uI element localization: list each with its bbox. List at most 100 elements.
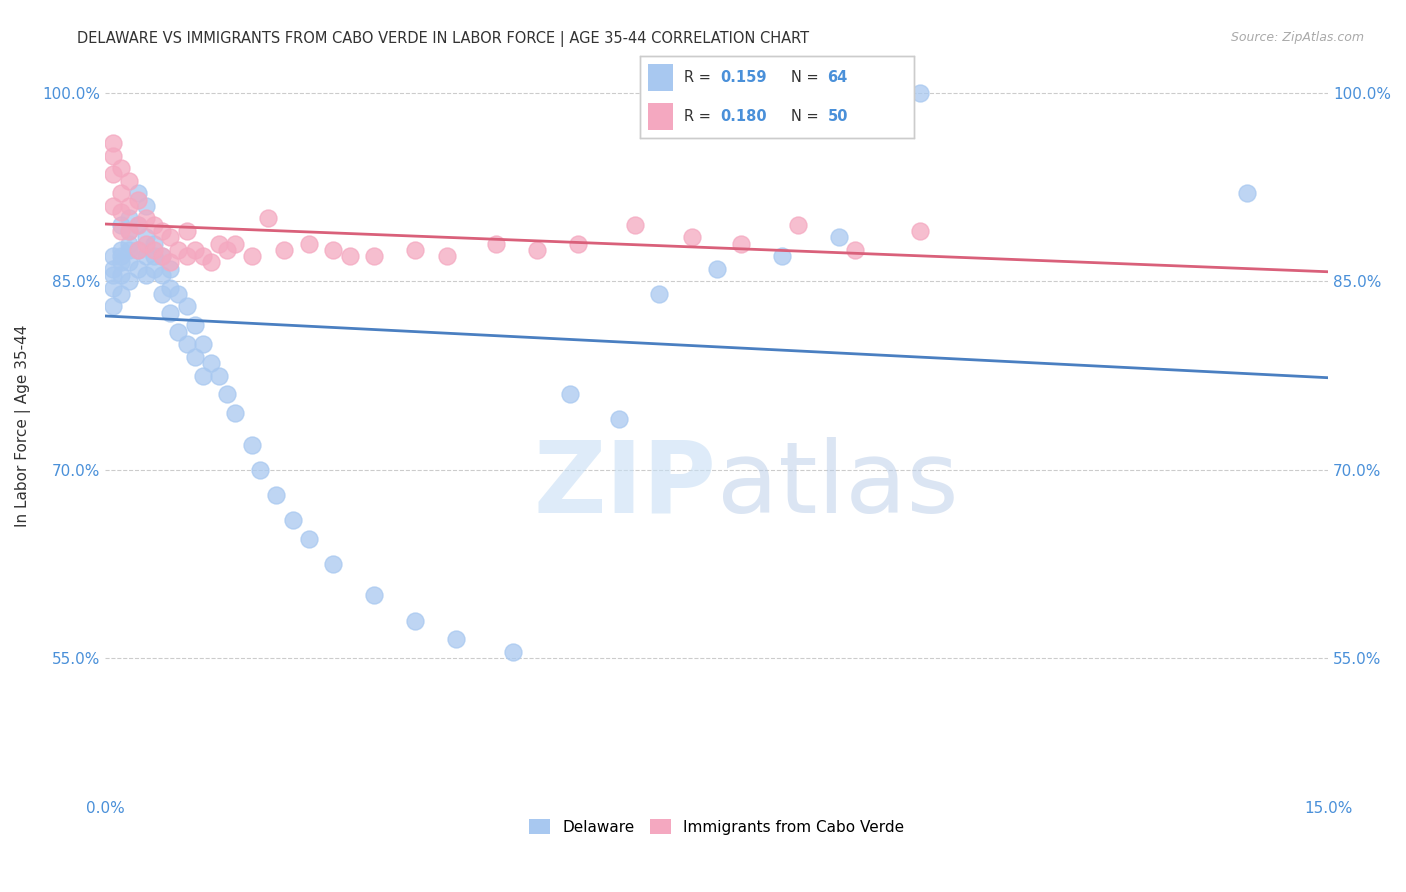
Point [110, 268, 132, 282]
Point [118, 211, 141, 226]
Point [567, 236, 589, 251]
Point [101, 261, 124, 276]
Text: atlas: atlas [717, 436, 957, 533]
Point [135, 249, 157, 263]
Point [101, 199, 124, 213]
Point [404, 243, 426, 257]
Point [150, 249, 173, 263]
Point [127, 243, 149, 257]
Point [135, 230, 157, 244]
Point [217, 243, 239, 257]
Point [135, 236, 157, 251]
Point [183, 350, 205, 364]
Point [910, 86, 932, 100]
Point [118, 255, 141, 269]
Text: N =: N = [790, 70, 823, 85]
Point [142, 261, 165, 276]
Point [135, 211, 157, 226]
Point [339, 249, 361, 263]
Point [110, 243, 132, 257]
Point [183, 243, 205, 257]
Point [159, 230, 181, 244]
Point [167, 286, 190, 301]
Point [249, 463, 271, 477]
Point [110, 249, 132, 263]
Point [706, 261, 728, 276]
Point [208, 368, 231, 383]
Point [200, 356, 222, 370]
Point [118, 174, 141, 188]
Bar [648, 64, 672, 92]
Point [224, 236, 246, 251]
Point [191, 368, 214, 383]
Point [118, 243, 141, 257]
Point [363, 249, 385, 263]
Text: R =: R = [683, 109, 716, 124]
Point [770, 249, 793, 263]
Point [436, 249, 458, 263]
Point [240, 437, 263, 451]
Point [322, 243, 344, 257]
Text: ZIP: ZIP [534, 436, 717, 533]
Point [110, 286, 132, 301]
Point [787, 218, 810, 232]
Point [298, 236, 321, 251]
Point [200, 255, 222, 269]
Point [127, 218, 149, 232]
Point [257, 211, 280, 226]
Point [127, 186, 149, 201]
Point [101, 280, 124, 294]
Point [176, 300, 198, 314]
Point [208, 236, 231, 251]
Point [110, 218, 132, 232]
Point [191, 249, 214, 263]
Point [150, 286, 173, 301]
Point [191, 337, 214, 351]
Point [224, 406, 246, 420]
Point [101, 249, 124, 263]
Point [444, 632, 467, 647]
Text: 50: 50 [828, 109, 848, 124]
Point [1236, 186, 1258, 201]
Point [264, 488, 287, 502]
Point [150, 268, 173, 282]
Point [127, 243, 149, 257]
Point [404, 614, 426, 628]
Point [281, 513, 304, 527]
Point [118, 224, 141, 238]
Point [118, 236, 141, 251]
Point [110, 255, 132, 269]
Point [118, 224, 141, 238]
Point [127, 218, 149, 232]
Point [624, 218, 647, 232]
Point [110, 161, 132, 176]
Point [828, 230, 851, 244]
Point [485, 236, 508, 251]
Point [127, 193, 149, 207]
Point [118, 199, 141, 213]
Legend: Delaware, Immigrants from Cabo Verde: Delaware, Immigrants from Cabo Verde [523, 813, 911, 840]
Point [142, 218, 165, 232]
Point [118, 274, 141, 288]
Point [730, 236, 752, 251]
Text: 0.159: 0.159 [721, 70, 768, 85]
Point [298, 532, 321, 546]
Point [159, 261, 181, 276]
Point [142, 236, 165, 251]
Point [150, 249, 173, 263]
Point [159, 280, 181, 294]
Point [135, 268, 157, 282]
Point [135, 199, 157, 213]
Text: 64: 64 [828, 70, 848, 85]
Point [159, 255, 181, 269]
Point [167, 243, 190, 257]
Point [176, 337, 198, 351]
Y-axis label: In Labor Force | Age 35-44: In Labor Force | Age 35-44 [15, 325, 31, 527]
Point [110, 205, 132, 219]
Point [322, 557, 344, 571]
Text: DELAWARE VS IMMIGRANTS FROM CABO VERDE IN LABOR FORCE | AGE 35-44 CORRELATION CH: DELAWARE VS IMMIGRANTS FROM CABO VERDE I… [77, 31, 810, 47]
Point [217, 387, 239, 401]
Point [101, 136, 124, 150]
Text: 0.180: 0.180 [721, 109, 768, 124]
Point [273, 243, 295, 257]
